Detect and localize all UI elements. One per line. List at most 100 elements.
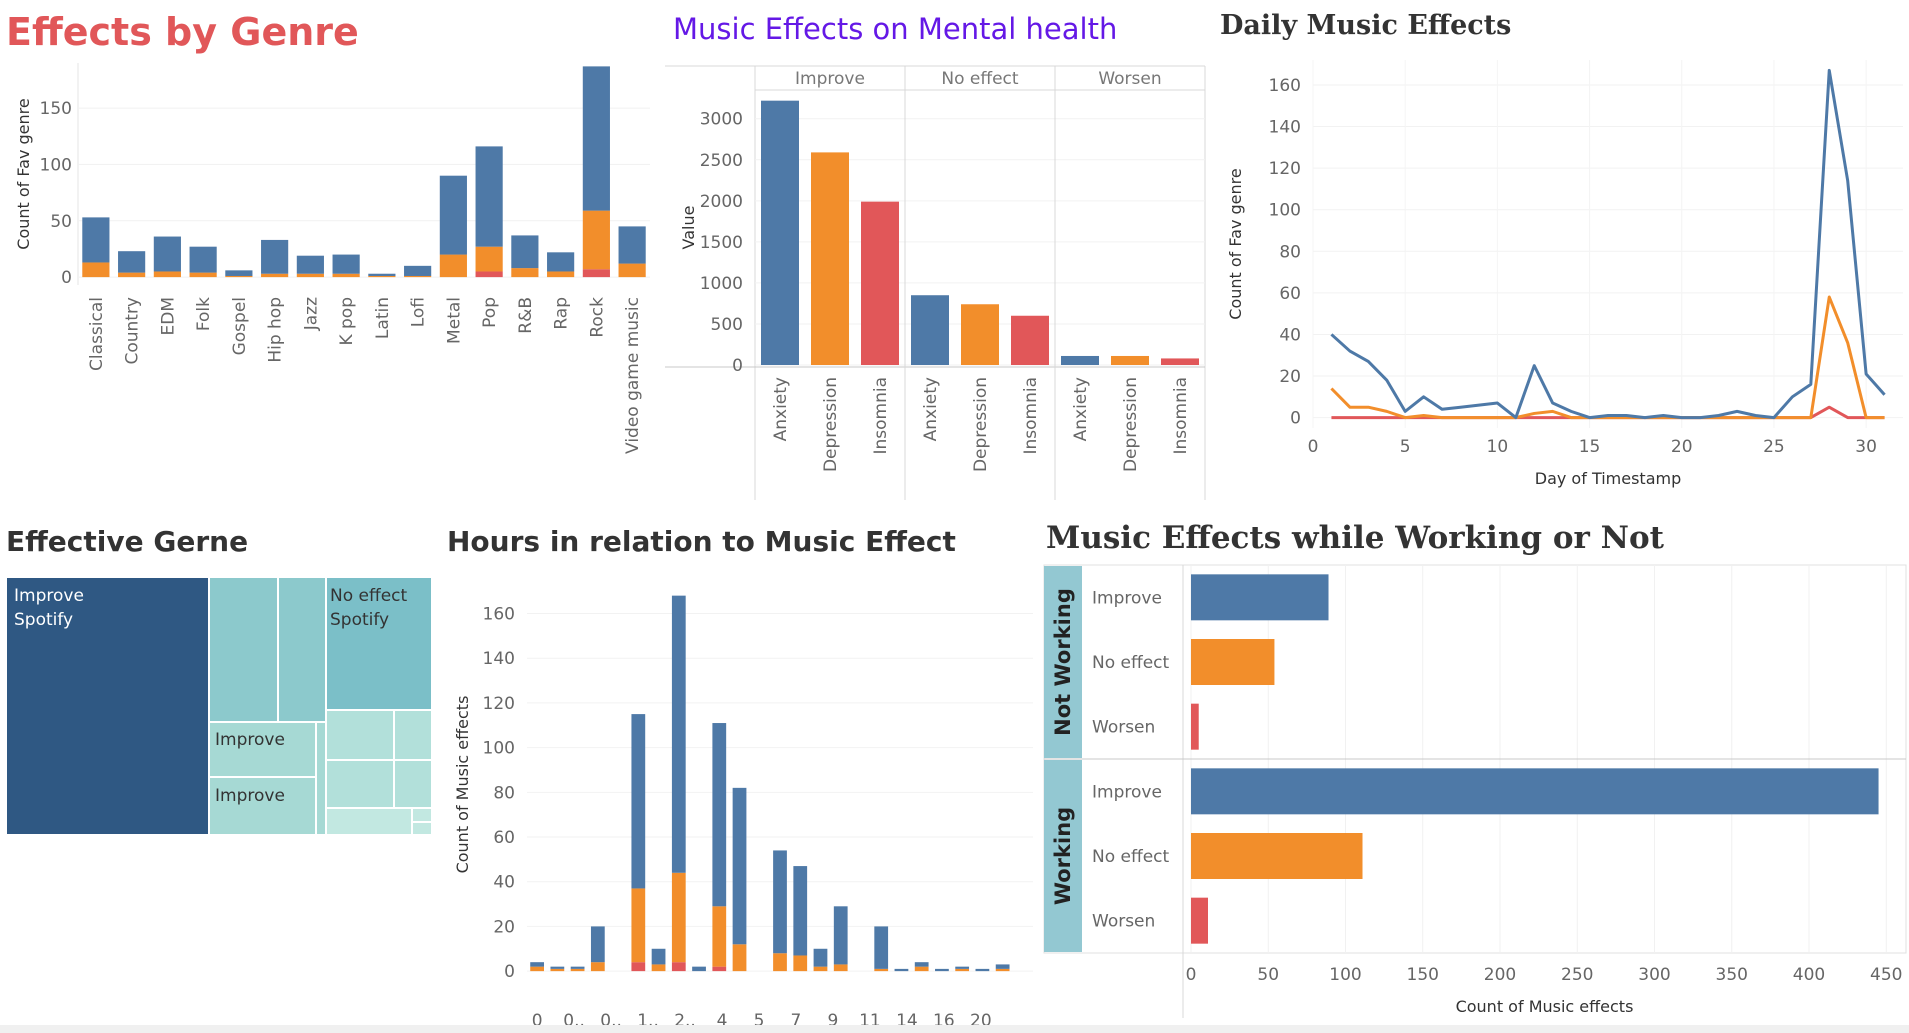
x-tick-label: 1.. — [637, 1011, 659, 1025]
bar-segment — [955, 968, 970, 972]
bar-segment — [475, 271, 503, 278]
treemap-cell[interactable] — [395, 711, 431, 759]
treemap-cell[interactable] — [327, 809, 411, 834]
row-header-band — [1044, 760, 1082, 952]
treemap-cell[interactable] — [327, 761, 393, 807]
y-tick-label: 120 — [1269, 159, 1301, 179]
x-tick-label: 100 — [1329, 965, 1361, 985]
x-tick-label: 15 — [1579, 437, 1601, 457]
x-tick-label: 400 — [1793, 965, 1825, 985]
bar-segment — [793, 955, 808, 972]
line-series-improve — [1330, 68, 1886, 420]
bar-segment — [914, 962, 929, 967]
x-tick-label: 5 — [754, 1011, 765, 1025]
x-tick-label: 0 — [1308, 437, 1319, 457]
treemap-cell[interactable] — [413, 809, 431, 821]
bar-segment — [332, 254, 360, 274]
x-tick-label: Gospel — [230, 297, 250, 355]
treemap-label-noeffect-spotify: No effect Spotify — [330, 586, 408, 630]
bar-segment — [874, 968, 889, 972]
bar-segment — [189, 272, 217, 278]
bar-segment — [189, 246, 217, 273]
line-series-no-effect — [1330, 295, 1885, 420]
x-tick-label: EDM — [158, 297, 178, 336]
y-tick-label: 1000 — [700, 274, 743, 294]
bar-segment — [547, 271, 575, 278]
x-tick-label: 16 — [933, 1011, 955, 1025]
x-tick-label: Depression — [1121, 377, 1141, 472]
bar-segment — [732, 787, 747, 945]
row-header-band — [1044, 566, 1082, 758]
bar-segment — [261, 273, 289, 278]
x-tick-label: 0.. — [600, 1011, 622, 1025]
x-tick-label: R&B — [516, 297, 536, 334]
treemap-cell[interactable] — [413, 823, 431, 834]
bar-segment — [511, 235, 539, 269]
bar — [1191, 768, 1879, 815]
genre-chart: 0 50 100 150 Count of Fav genre Classical Coun… — [14, 63, 650, 454]
bar-segment — [894, 968, 909, 972]
bar-segment — [590, 926, 605, 963]
mental-chart-title: Music Effects on Mental health — [673, 12, 1118, 46]
bar-segment — [475, 246, 503, 272]
bar — [1191, 639, 1275, 685]
bar-segment — [618, 263, 646, 278]
bar-segment — [813, 966, 828, 972]
bar-segment — [732, 944, 747, 972]
x-tick-label: Classical — [87, 297, 107, 371]
y-tick-label: 3000 — [700, 110, 743, 130]
x-tick-label: 30 — [1855, 437, 1877, 457]
y-tick-label: 80 — [1279, 242, 1301, 262]
treemap-cell[interactable] — [395, 761, 431, 807]
x-tick-label: Depression — [821, 377, 841, 472]
treemap-cell-noeffect-spotify[interactable] — [327, 578, 431, 709]
treemap-title: Effective Gerne — [6, 525, 249, 558]
treemap-cell[interactable] — [210, 578, 277, 721]
x-tick-label: 250 — [1561, 965, 1593, 985]
treemap-label-improve: Improve — [215, 786, 285, 806]
bar-segment — [582, 269, 610, 278]
bar-segment — [550, 966, 565, 969]
bar-segment — [813, 948, 828, 967]
bar-segment — [833, 906, 848, 965]
bar-segment — [404, 265, 432, 276]
treemap-cell[interactable] — [210, 723, 315, 776]
bar-segment — [550, 968, 565, 972]
daily-chart: 0 20 40 60 80 100 120 140 160 0 5 10 15 20 25 30 Count o… — [1226, 60, 1903, 488]
scrollbar-track[interactable] — [0, 1025, 1909, 1033]
x-tick-label: Anxiety — [1071, 377, 1091, 441]
bar — [1011, 315, 1049, 365]
bar-segment — [582, 66, 610, 211]
y-axis-title: Count of Fav genre — [14, 98, 33, 249]
bar — [1161, 358, 1199, 365]
bar-segment — [570, 968, 585, 972]
x-tick-label: Depression — [971, 377, 991, 472]
group-header: No effect — [941, 69, 1018, 89]
treemap-cell[interactable] — [210, 778, 315, 834]
treemap-cell[interactable] — [327, 711, 393, 759]
x-tick-label: 10 — [1487, 437, 1509, 457]
bar-segment — [712, 723, 727, 907]
group-header: Improve — [795, 69, 865, 89]
x-tick-label: 50 — [1257, 965, 1279, 985]
x-tick-label: Pop — [480, 297, 500, 328]
x-tick-label: 300 — [1638, 965, 1670, 985]
bar-segment — [82, 217, 110, 263]
x-axis-title: Day of Timestamp — [1535, 469, 1682, 488]
genre-chart-title: Effects by Genre — [6, 10, 359, 54]
y-tick-label: 0 — [1290, 409, 1301, 429]
x-tick-label: Rap — [552, 297, 572, 330]
y-tick-label: 100 — [1269, 201, 1301, 221]
y-tick-label: 40 — [1279, 325, 1301, 345]
y-tick-label: 160 — [1269, 76, 1301, 96]
category-label: Improve — [1092, 782, 1162, 802]
treemap-cell[interactable] — [317, 723, 325, 834]
bar-segment — [793, 866, 808, 956]
y-axis-title: Count of Music effects — [453, 696, 472, 874]
bar-segment — [692, 966, 706, 972]
x-tick-label: 0.. — [563, 1011, 585, 1025]
row-header-label: Working — [1051, 807, 1075, 905]
treemap-cell-improve-spotify[interactable] — [7, 578, 208, 834]
treemap-cell[interactable] — [279, 578, 325, 721]
bar-segment — [995, 964, 1010, 969]
